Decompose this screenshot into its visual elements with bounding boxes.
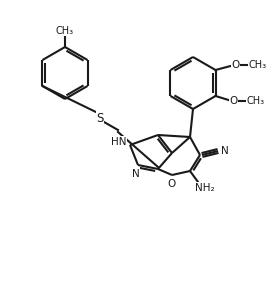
Text: CH₃: CH₃ <box>248 60 266 70</box>
Text: N: N <box>221 146 229 156</box>
Text: S: S <box>96 112 104 125</box>
Text: CH₃: CH₃ <box>56 26 74 36</box>
Text: O: O <box>167 179 175 189</box>
Text: O: O <box>229 96 238 106</box>
Text: HN: HN <box>111 137 127 147</box>
Text: O: O <box>231 60 240 70</box>
Text: NH₂: NH₂ <box>195 183 215 193</box>
Text: N: N <box>132 169 140 179</box>
Text: CH₃: CH₃ <box>246 96 265 106</box>
